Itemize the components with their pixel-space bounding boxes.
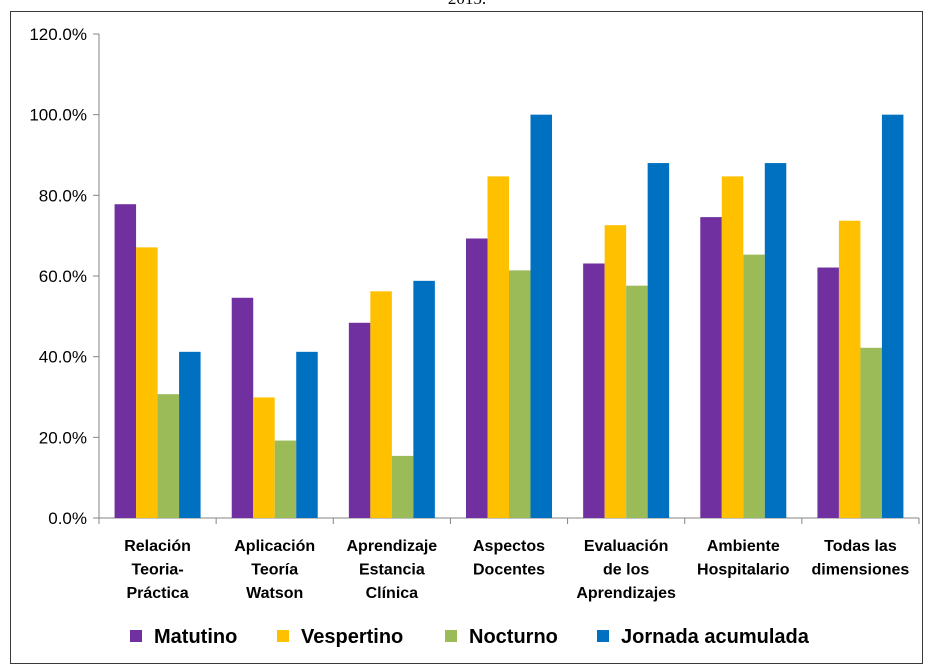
chart-axes: 0.0% 20.0% 40.0% 60.0% 80.0% 100.0% 120.0% — [29, 25, 920, 528]
category-label: Aplicación Teoría Watson — [234, 538, 315, 602]
bar-nocturno — [509, 270, 531, 518]
legend-label: Matutino — [154, 626, 237, 648]
bar-vespertino — [253, 397, 275, 518]
y-tick-label: 100.0% — [29, 106, 87, 125]
category-label: Relación Teoria-Práctica — [124, 538, 191, 602]
chart-legend: Matutino Vespertino Nocturno Jornada acumul… — [130, 626, 810, 648]
bar-vespertino — [487, 176, 509, 519]
category-label: Ambiente Hospitalario — [697, 538, 790, 579]
bar-vespertino — [721, 176, 744, 519]
bar-vespertino — [838, 220, 861, 518]
bar-matutino — [231, 297, 254, 518]
y-tick-label: 20.0% — [39, 428, 87, 447]
bar-jornada-acumulada — [296, 351, 318, 518]
legend-label: Vespertino — [301, 626, 403, 648]
bar-jornada-acumulada — [764, 163, 787, 519]
bar-jornada-acumulada — [413, 280, 435, 518]
bar-jornada-acumulada — [530, 114, 552, 519]
legend-swatch — [445, 630, 457, 642]
y-tick-label: 0.0% — [48, 509, 87, 528]
legend-swatch — [277, 630, 289, 642]
bar-nocturno — [274, 440, 297, 518]
category-label: Evaluación de los Aprendizajes — [576, 538, 676, 602]
bar-vespertino — [604, 225, 627, 518]
bar-matutino — [700, 217, 722, 518]
header-text: 2015. — [0, 0, 934, 9]
bar-vespertino — [370, 291, 392, 518]
bar-nocturno — [743, 254, 765, 518]
bar-matutino — [583, 263, 605, 518]
legend-swatch — [130, 630, 142, 642]
bar-nocturno — [391, 455, 414, 518]
legend-label: Nocturno — [469, 626, 558, 648]
category-label: Aprendizaje Estancia Clínica — [347, 538, 438, 602]
category-label: Aspectos Docentes — [473, 538, 545, 579]
y-tick-label: 40.0% — [39, 348, 87, 367]
bar-matutino — [114, 204, 137, 518]
bar-nocturno — [860, 347, 882, 518]
legend-swatch — [597, 630, 609, 642]
bar-matutino — [817, 267, 839, 518]
legend-label: Jornada acumulada — [621, 626, 810, 648]
bar-nocturno — [157, 394, 180, 518]
y-tick-label: 60.0% — [39, 267, 87, 286]
y-tick-label: 80.0% — [39, 186, 87, 205]
bar-vespertino — [136, 247, 158, 518]
y-tick-label: 120.0% — [29, 25, 87, 44]
category-label: Todas las dimensiones — [812, 538, 910, 579]
bar-jornada-acumulada — [881, 114, 904, 519]
bar-nocturno — [626, 285, 648, 518]
chart-bars — [114, 114, 904, 519]
bar-jornada-acumulada — [179, 351, 201, 518]
bar-matutino — [348, 322, 371, 518]
bar-jornada-acumulada — [647, 163, 670, 519]
bar-matutino — [466, 238, 488, 519]
category-labels: Relación Teoria-Práctica Aplicación Teoría W… — [124, 538, 909, 602]
